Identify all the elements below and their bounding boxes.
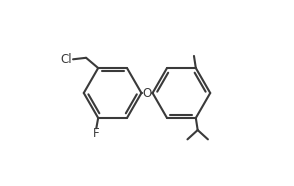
Text: F: F — [93, 127, 100, 140]
Text: O: O — [142, 86, 152, 100]
Text: Cl: Cl — [60, 53, 71, 66]
